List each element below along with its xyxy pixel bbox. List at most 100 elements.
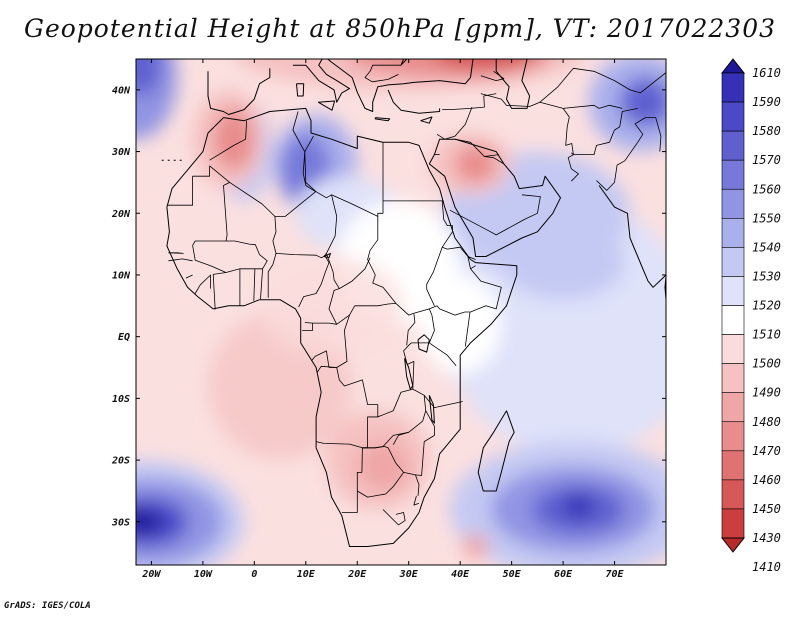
colorbar-level-label: 1450 [752, 502, 781, 516]
colorbar-level-label: 1550 [752, 211, 781, 225]
colorbar-level-label: 1560 [752, 182, 781, 196]
lon-tick-label: 20E [347, 569, 367, 580]
country-border [253, 268, 256, 301]
lake-outline [417, 334, 430, 353]
country-border [168, 252, 184, 254]
colorbar-level-label: 1500 [752, 357, 781, 371]
country-border [302, 323, 313, 331]
colorbar-bottom-arrow [720, 537, 746, 553]
colorbar-level-label: 1590 [752, 95, 781, 109]
country-border [454, 138, 499, 157]
country-border [382, 509, 406, 526]
colorbar-swatch [721, 72, 745, 103]
country-border [406, 313, 416, 346]
lon-tick-label: 10E [297, 569, 316, 580]
colorbar-level-label: 1470 [752, 444, 781, 458]
coastline [292, 59, 350, 103]
country-border [415, 410, 435, 476]
country-border [212, 272, 227, 310]
plot-frame [135, 58, 667, 566]
lake-outline [404, 358, 414, 390]
coastline [495, 59, 531, 109]
colorbar-swatch [721, 276, 745, 306]
country-border [480, 93, 579, 182]
coastline [598, 185, 666, 288]
coastlines-borders [161, 59, 666, 547]
lat-tick-label: 20S [111, 456, 130, 467]
coastline [296, 83, 305, 97]
colorbar-swatch [721, 450, 745, 481]
lon-tick-label: 70E [606, 569, 625, 580]
coastline [428, 138, 561, 257]
coastline [317, 100, 336, 111]
country-border [166, 165, 210, 206]
coastline [477, 410, 515, 492]
colorbar-level-label: 1540 [752, 240, 781, 254]
colorbar-level-label: 1530 [752, 269, 781, 283]
colorbar-swatch [721, 247, 745, 277]
axes: 20W 10W 0 10E 20E 30E 40E 50E 60E 70E 40N 30N 20N 10N… [111, 59, 666, 580]
lat-tick-label: 40N [112, 85, 131, 96]
colorbar-swatch [721, 218, 745, 248]
country-border [563, 104, 623, 109]
country-border [185, 274, 193, 279]
coastline [166, 107, 518, 547]
country-border [596, 117, 662, 191]
lat-tick-label: 10S [112, 394, 130, 405]
colorbar-top-arrow [720, 58, 746, 74]
grads-credit: GrADS: IGES/COLA [4, 601, 91, 611]
coastline [374, 117, 391, 122]
colorbar-swatch [721, 334, 745, 364]
country-border [571, 108, 638, 155]
colorbar-level-label: 1570 [752, 153, 781, 167]
country-border [423, 395, 463, 408]
country-border [436, 106, 473, 140]
colorbar-level-label: 1580 [752, 124, 781, 138]
colorbar-level-label: 1510 [752, 328, 781, 342]
map-title: Geopotential Height at 850hPa [gpm], VT:… [23, 14, 777, 43]
colorbar-level-label: 1610 [752, 66, 781, 80]
lon-tick-label: 30E [399, 569, 419, 580]
coastline [420, 116, 433, 124]
colorbar-level-label: 1480 [752, 415, 781, 429]
lat-tick-label: 20N [111, 209, 131, 220]
country-border [413, 495, 420, 506]
lon-tick-label: 10W [194, 569, 213, 580]
country-border [426, 200, 453, 306]
coastline [326, 59, 474, 112]
colorbar-swatch [721, 130, 745, 161]
lat-tick-label: 10N [112, 270, 131, 281]
country-border [480, 70, 505, 81]
colorbar-level-label: 1490 [752, 386, 781, 400]
colorbar-swatch [721, 159, 745, 190]
height-field [136, 59, 666, 565]
country-border [436, 305, 471, 347]
lat-tick-label: EQ [118, 332, 130, 343]
colorbar-level-label: 1460 [752, 473, 781, 487]
colorbar-swatch [721, 508, 745, 539]
country-border [209, 120, 247, 161]
country-border [192, 240, 268, 273]
country-border [357, 472, 404, 498]
country-border [304, 322, 337, 325]
colorbar-level-label: 1430 [752, 531, 781, 545]
country-border [442, 93, 497, 110]
country-border [192, 182, 230, 246]
colorbar-swatch [721, 188, 745, 219]
colorbar-level-label: 1520 [752, 299, 781, 313]
country-border [260, 268, 263, 300]
country-border [403, 342, 457, 390]
country-border [328, 288, 396, 325]
country-border [484, 156, 505, 165]
colorbar-level-label: 1410 [752, 560, 781, 574]
country-border [470, 268, 502, 313]
colorbar-swatch [721, 479, 745, 510]
lon-tick-label: 0 [251, 569, 257, 580]
coastline [387, 89, 441, 114]
coastline [207, 68, 271, 115]
colorbar-swatch [721, 101, 745, 132]
country-border [298, 256, 330, 308]
colorbar-swatch [721, 363, 745, 393]
country-border [539, 67, 666, 103]
